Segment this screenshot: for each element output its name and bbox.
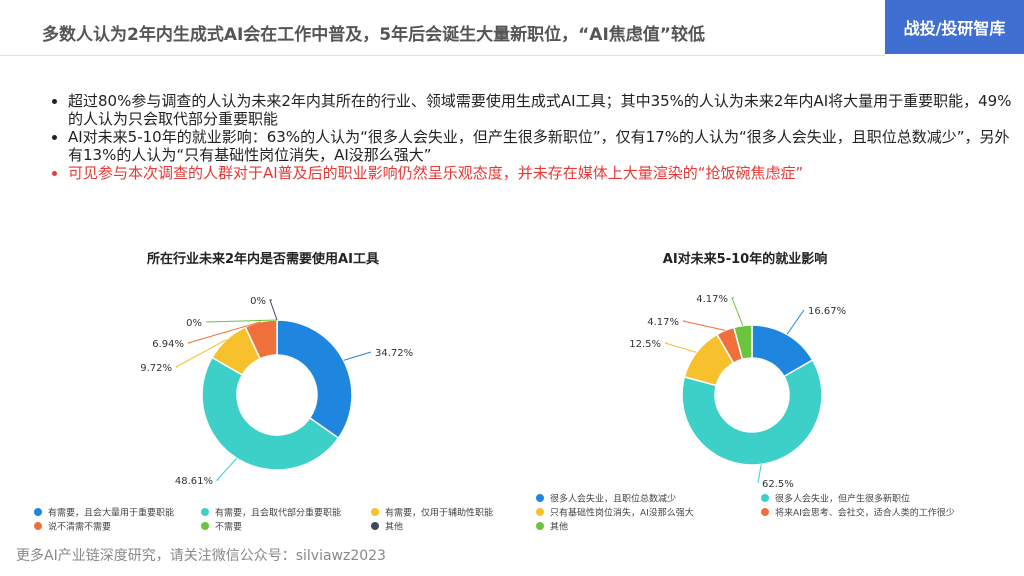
badge: 战投/投研智库 xyxy=(885,0,1024,54)
data-label: 4.17% xyxy=(647,317,679,328)
chart-title: 所在行业未来2年内是否需要使用AI工具 xyxy=(147,251,379,267)
data-label: 16.67% xyxy=(808,306,846,317)
data-label: 48.61% xyxy=(175,476,213,487)
data-label: 34.72% xyxy=(375,348,413,359)
leader-line xyxy=(682,320,726,331)
legend-label: 有需要，且会大量用于重要职能 xyxy=(48,507,174,519)
legend-swatch xyxy=(536,494,544,502)
legend-label: 很多人会失业，但产生很多新职位 xyxy=(775,493,910,505)
leader-line xyxy=(187,321,261,344)
leader-line xyxy=(175,339,227,368)
legend-label: 有需要，且会取代部分重要职能 xyxy=(215,507,341,519)
data-label: 12.5% xyxy=(629,339,661,350)
bullet: 超过80%参与调查的人认为未来2年内其所在的行业、领域需要使用生成式AI工具；其… xyxy=(68,92,1018,128)
legend-swatch xyxy=(201,522,209,530)
legend-label: 很多人会失业，且职位总数减少 xyxy=(550,493,676,505)
data-label: 62.5% xyxy=(762,479,794,490)
leader-line xyxy=(205,319,278,323)
donut-slice xyxy=(681,358,823,466)
leader-line xyxy=(343,351,372,361)
data-label: 0% xyxy=(250,296,266,307)
legend-label: 其他 xyxy=(550,521,568,533)
header-title: 多数人认为2年内生成式AI会在工作中普及，5年后会诞生大量新职位，“AI焦虑值”… xyxy=(42,25,705,45)
legend-label: 只有基础性岗位消失，AI没那么强大 xyxy=(550,507,694,519)
donut-slice xyxy=(201,356,340,471)
legend-label: 将来AI会思考、会社交，适合人类的工作很少 xyxy=(775,507,955,519)
legend-swatch xyxy=(761,494,769,502)
legend-label: 说不清需不需要 xyxy=(48,521,111,533)
legend-swatch xyxy=(761,508,769,516)
legend-swatch xyxy=(371,522,379,530)
chart-title: AI对未来5-10年的就业影响 xyxy=(663,251,827,267)
data-label: 9.72% xyxy=(140,363,172,374)
data-label: 6.94% xyxy=(152,339,184,350)
leader-line xyxy=(731,297,744,326)
legend-label: 不需要 xyxy=(215,522,242,533)
legend-label: 其他 xyxy=(385,521,403,533)
leader-line xyxy=(786,309,805,335)
header-rule xyxy=(0,55,885,56)
leader-line xyxy=(269,299,278,321)
bullet: AI对未来5-10年的就业影响：63%的人认为“很多人会失业，但产生很多新职位”… xyxy=(68,128,1018,164)
donut-slice xyxy=(276,319,353,440)
data-label: 4.17% xyxy=(696,294,728,305)
donut-slice xyxy=(732,324,753,361)
leader-line xyxy=(664,342,697,353)
legend-swatch xyxy=(536,522,544,530)
leader-line xyxy=(757,464,762,484)
bullet-list: 超过80%参与调查的人认为未来2年内其所在的行业、领域需要使用生成式AI工具；其… xyxy=(40,92,1018,182)
legend-swatch xyxy=(371,508,379,516)
legend-swatch xyxy=(201,508,209,516)
legend-swatch xyxy=(536,508,544,516)
legend-swatch xyxy=(34,508,42,516)
bullet: 可见参与本次调查的人群对于AI普及后的职业影响仍然呈乐观态度，并未存在媒体上大量… xyxy=(68,164,1018,182)
leader-line xyxy=(215,457,238,481)
footer: 更多AI产业链深度研究，请关注微信公众号：silviawz2023 xyxy=(16,548,386,564)
legend-swatch xyxy=(34,522,42,530)
data-label: 0% xyxy=(186,318,202,329)
legend-label: 有需要，仅用于辅助性职能 xyxy=(385,507,493,519)
